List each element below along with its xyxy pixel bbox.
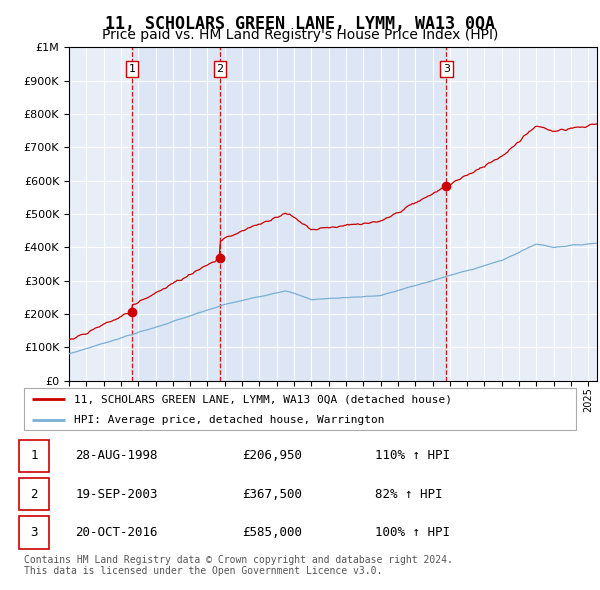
Text: Contains HM Land Registry data © Crown copyright and database right 2024.
This d: Contains HM Land Registry data © Crown c… — [24, 555, 453, 576]
FancyBboxPatch shape — [19, 440, 49, 472]
Text: 110% ↑ HPI: 110% ↑ HPI — [375, 449, 450, 463]
FancyBboxPatch shape — [19, 478, 49, 510]
Text: 3: 3 — [30, 526, 38, 539]
FancyBboxPatch shape — [19, 516, 49, 549]
Text: 1: 1 — [30, 449, 38, 463]
Text: 19-SEP-2003: 19-SEP-2003 — [76, 487, 158, 501]
Text: 28-AUG-1998: 28-AUG-1998 — [76, 449, 158, 463]
Text: £206,950: £206,950 — [242, 449, 302, 463]
Text: HPI: Average price, detached house, Warrington: HPI: Average price, detached house, Warr… — [74, 415, 384, 425]
Bar — [220, 47, 446, 381]
Text: 1: 1 — [128, 64, 136, 74]
Text: 100% ↑ HPI: 100% ↑ HPI — [375, 526, 450, 539]
Text: 11, SCHOLARS GREEN LANE, LYMM, WA13 0QA: 11, SCHOLARS GREEN LANE, LYMM, WA13 0QA — [105, 15, 495, 33]
Bar — [132, 47, 220, 381]
Text: 3: 3 — [443, 64, 450, 74]
Text: 11, SCHOLARS GREEN LANE, LYMM, WA13 0QA (detached house): 11, SCHOLARS GREEN LANE, LYMM, WA13 0QA … — [74, 394, 452, 404]
Text: 20-OCT-2016: 20-OCT-2016 — [76, 526, 158, 539]
Text: 2: 2 — [30, 487, 38, 501]
FancyBboxPatch shape — [24, 388, 576, 430]
Text: £367,500: £367,500 — [242, 487, 302, 501]
Text: 2: 2 — [217, 64, 224, 74]
Text: Price paid vs. HM Land Registry's House Price Index (HPI): Price paid vs. HM Land Registry's House … — [102, 28, 498, 42]
Text: £585,000: £585,000 — [242, 526, 302, 539]
Text: 82% ↑ HPI: 82% ↑ HPI — [375, 487, 442, 501]
